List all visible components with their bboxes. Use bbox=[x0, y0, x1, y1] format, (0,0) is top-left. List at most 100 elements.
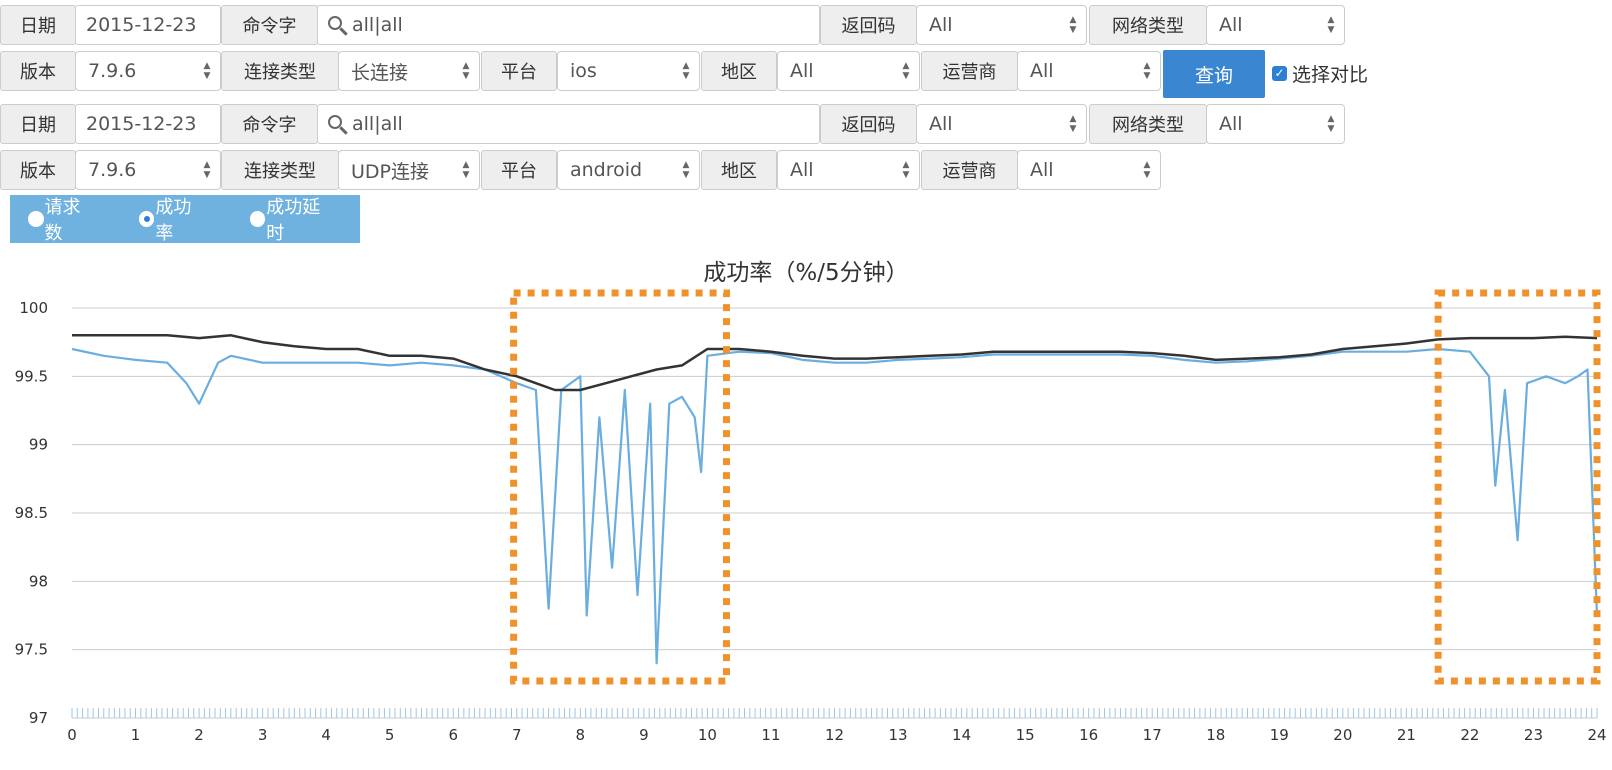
highlight-region bbox=[510, 289, 730, 685]
select-arrows-icon: ▲ ▼ bbox=[1069, 15, 1077, 35]
version-value: 7.9.6 bbox=[88, 159, 137, 181]
retcode-value: All bbox=[929, 14, 953, 36]
region-label: 地区 bbox=[701, 51, 777, 91]
version-select[interactable]: 7.9.6 ▲ ▼ bbox=[75, 51, 221, 91]
x-tick-label: 5 bbox=[385, 726, 395, 744]
radio-label: 请求数 bbox=[44, 197, 81, 244]
carrier-select[interactable]: All ▲ ▼ bbox=[1017, 150, 1161, 190]
query-button[interactable]: 查询 bbox=[1163, 50, 1265, 98]
conntype-value: 长连接 bbox=[351, 61, 409, 84]
x-tick-label: 21 bbox=[1397, 726, 1416, 744]
retcode-value: All bbox=[929, 113, 953, 135]
x-tick-label: 4 bbox=[321, 726, 331, 744]
command-label: 命令字 bbox=[221, 5, 318, 45]
x-tick-label: 19 bbox=[1270, 726, 1289, 744]
retcode-select[interactable]: All ▲ ▼ bbox=[916, 104, 1087, 144]
metric-selector: 请求数 成功率 成功延时 bbox=[10, 193, 360, 245]
select-arrows-icon: ▲ ▼ bbox=[1069, 114, 1077, 134]
compare-checkbox[interactable]: ✓ 选择对比 bbox=[1272, 60, 1368, 87]
search-icon bbox=[328, 115, 342, 129]
nettype-select[interactable]: All ▲ ▼ bbox=[1206, 104, 1345, 144]
filter-row-2-bottom: 版本 7.9.6 ▲ ▼ 连接类型 UDP连接 ▲ ▼ 平台 android ▲ ▼ … bbox=[0, 150, 1612, 192]
select-arrows-icon: ▲ ▼ bbox=[1143, 160, 1151, 180]
highlight-region bbox=[1434, 289, 1601, 685]
y-tick-label: 99 bbox=[29, 436, 48, 454]
y-tick-label: 100 bbox=[19, 299, 48, 317]
filter-row-2-top: 日期 2015-12-23 命令字 all|all 返回码 All ▲ ▼ 网络类… bbox=[0, 104, 1612, 146]
x-tick-label: 2 bbox=[194, 726, 204, 744]
x-tick-label: 15 bbox=[1016, 726, 1035, 744]
command-value: all|all bbox=[352, 113, 403, 135]
carrier-value: All bbox=[1030, 159, 1054, 181]
carrier-select[interactable]: All ▲ ▼ bbox=[1017, 51, 1161, 91]
version-label: 版本 bbox=[0, 51, 76, 91]
conntype-label: 连接类型 bbox=[221, 150, 339, 190]
date-label: 日期 bbox=[0, 104, 76, 144]
select-arrows-icon: ▲ ▼ bbox=[902, 61, 910, 81]
select-arrows-icon: ▲ ▼ bbox=[1327, 114, 1335, 134]
select-arrows-icon: ▲ ▼ bbox=[203, 160, 211, 180]
radio-circle-icon bbox=[249, 211, 266, 227]
platform-select[interactable]: android ▲ ▼ bbox=[557, 150, 700, 190]
region-value: All bbox=[790, 60, 814, 82]
date-input[interactable]: 2015-12-23 bbox=[75, 104, 221, 144]
compare-label: 选择对比 bbox=[1292, 64, 1369, 86]
chart-title: 成功率（%/5分钟） bbox=[703, 260, 909, 286]
radio-request-count[interactable]: 请求数 bbox=[28, 193, 97, 245]
conntype-select[interactable]: UDP连接 ▲ ▼ bbox=[338, 150, 480, 190]
x-tick-label: 1 bbox=[131, 726, 141, 744]
y-tick-label: 99.5 bbox=[15, 367, 48, 385]
x-tick-label: 11 bbox=[761, 726, 780, 744]
command-search-input[interactable]: all|all bbox=[317, 5, 820, 45]
select-arrows-icon: ▲ ▼ bbox=[902, 160, 910, 180]
x-tick-label: 17 bbox=[1143, 726, 1162, 744]
radio-label: 成功率 bbox=[155, 197, 192, 244]
select-arrows-icon: ▲ ▼ bbox=[462, 61, 470, 81]
checkbox-check-icon: ✓ bbox=[1272, 66, 1287, 81]
radio-success-latency[interactable]: 成功延时 bbox=[249, 193, 336, 245]
x-tick-label: 18 bbox=[1206, 726, 1225, 744]
y-tick-label: 98.5 bbox=[15, 504, 48, 522]
select-arrows-icon: ▲ ▼ bbox=[682, 160, 690, 180]
filter-row-1-top: 日期 2015-12-23 命令字 all|all 返回码 All ▲ ▼ 网络类… bbox=[0, 5, 1612, 47]
radio-success-rate[interactable]: 成功率 bbox=[138, 193, 208, 245]
platform-label: 平台 bbox=[481, 51, 557, 91]
version-select[interactable]: 7.9.6 ▲ ▼ bbox=[75, 150, 221, 190]
nettype-select[interactable]: All ▲ ▼ bbox=[1206, 5, 1345, 45]
conntype-value: UDP连接 bbox=[351, 160, 429, 183]
region-value: All bbox=[790, 159, 814, 181]
command-search-input[interactable]: all|all bbox=[317, 104, 820, 144]
x-tick-label: 7 bbox=[512, 726, 522, 744]
platform-select[interactable]: ios ▲ ▼ bbox=[557, 51, 700, 91]
nettype-value: All bbox=[1219, 113, 1243, 135]
select-arrows-icon: ▲ ▼ bbox=[682, 61, 690, 81]
select-arrows-icon: ▲ ▼ bbox=[462, 160, 470, 180]
filter-row-1-bottom: 版本 7.9.6 ▲ ▼ 连接类型 长连接 ▲ ▼ 平台 ios ▲ ▼ 地区 All… bbox=[0, 51, 1612, 93]
retcode-select[interactable]: All ▲ ▼ bbox=[916, 5, 1087, 45]
region-select[interactable]: All ▲ ▼ bbox=[777, 51, 920, 91]
nettype-value: All bbox=[1219, 14, 1243, 36]
series-line-1 bbox=[71, 347, 1599, 665]
command-value: all|all bbox=[352, 14, 403, 36]
select-arrows-icon: ▲ ▼ bbox=[1327, 15, 1335, 35]
radio-label: 成功延时 bbox=[266, 197, 321, 244]
y-tick-label: 98 bbox=[29, 572, 48, 590]
region-select[interactable]: All ▲ ▼ bbox=[777, 150, 920, 190]
conntype-select[interactable]: 长连接 ▲ ▼ bbox=[338, 51, 480, 91]
x-tick-label: 16 bbox=[1079, 726, 1098, 744]
radio-selected-icon bbox=[138, 211, 155, 227]
x-tick-label: 23 bbox=[1524, 726, 1543, 744]
y-tick-label: 97.5 bbox=[15, 641, 48, 659]
version-label: 版本 bbox=[0, 150, 76, 190]
x-tick-label: 24 bbox=[1587, 726, 1606, 744]
series-line-0 bbox=[72, 334, 1598, 392]
x-tick-label: 12 bbox=[825, 726, 844, 744]
carrier-label: 运营商 bbox=[921, 51, 1018, 91]
carrier-value: All bbox=[1030, 60, 1054, 82]
x-tick-label: 9 bbox=[639, 726, 649, 744]
date-input[interactable]: 2015-12-23 bbox=[75, 5, 221, 45]
x-tick-label: 14 bbox=[952, 726, 971, 744]
version-value: 7.9.6 bbox=[88, 60, 137, 82]
retcode-label: 返回码 bbox=[820, 104, 917, 144]
